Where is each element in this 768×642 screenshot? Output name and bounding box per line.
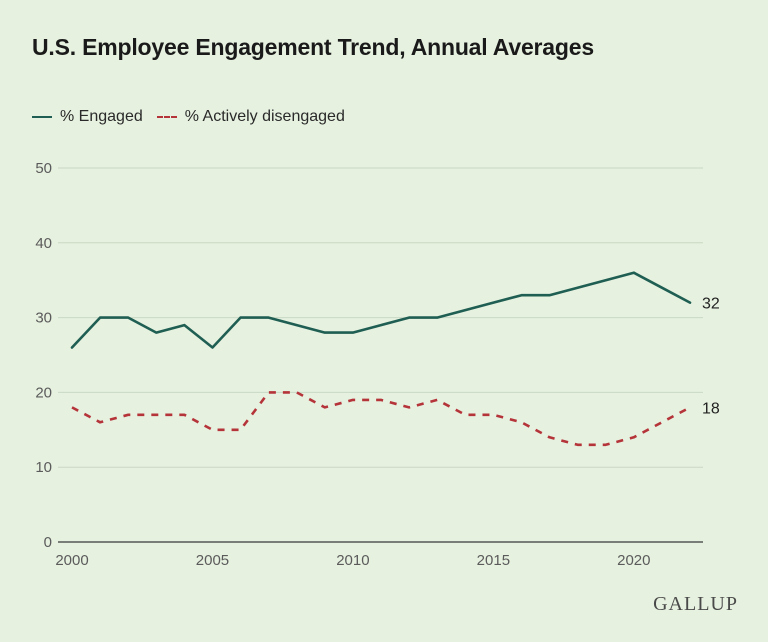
- y-tick-label-20: 20: [35, 384, 52, 401]
- x-tick-label-2010: 2010: [336, 552, 369, 569]
- disengaged-series-line: [71, 391, 691, 447]
- legend-label-engaged: % Engaged: [60, 108, 143, 125]
- x-tick-label-2015: 2015: [477, 552, 510, 569]
- y-tick-label-0: 0: [44, 534, 52, 551]
- legend-item-engaged: % Engaged: [32, 108, 143, 126]
- x-tick-label-2005: 2005: [196, 552, 229, 569]
- legend-label-disengaged: % Actively disengaged: [184, 108, 345, 125]
- gallup-logo: GALLUP: [653, 593, 738, 615]
- y-tick-label-50: 50: [35, 160, 52, 177]
- y-tick-label-40: 40: [35, 235, 52, 252]
- legend-swatch-engaged: [32, 116, 52, 118]
- chart-legend: % Engaged % Actively disengaged: [32, 108, 345, 126]
- y-tick-label-30: 30: [35, 310, 52, 327]
- x-tick-label-2020: 2020: [617, 552, 650, 569]
- chart-title: U.S. Employee Engagement Trend, Annual A…: [32, 34, 594, 60]
- engaged-end-label: 32: [702, 296, 720, 313]
- legend-swatch-disengaged: [156, 116, 177, 118]
- engaged-series-line: [70, 271, 692, 349]
- y-tick-label-10: 10: [35, 459, 52, 476]
- legend-item-disengaged: % Actively disengaged: [156, 108, 345, 126]
- x-tick-label-2000: 2000: [55, 552, 88, 569]
- disengaged-end-label: 18: [702, 400, 720, 417]
